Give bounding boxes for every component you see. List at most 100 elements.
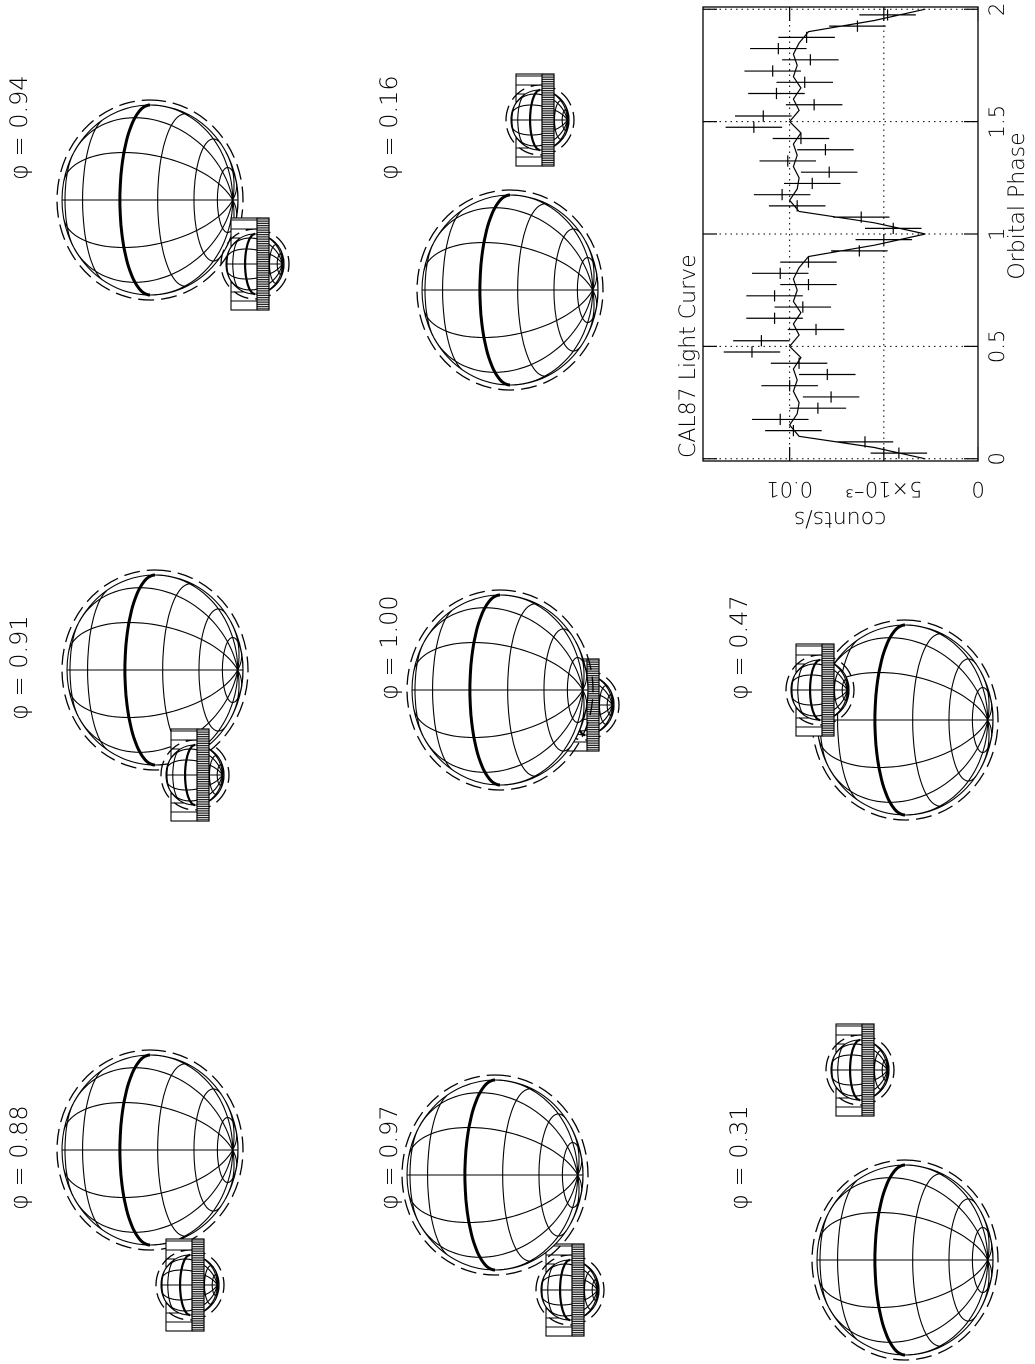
star-outline bbox=[160, 1254, 220, 1316]
x-tick-label: 2 bbox=[985, 3, 1009, 16]
star-meridian bbox=[511, 104, 568, 121]
star-meridian bbox=[73, 117, 234, 201]
star-latitude bbox=[432, 610, 453, 770]
star-latitude bbox=[543, 628, 572, 752]
landscape-figure: φ = 0.88 φ = 0.91 φ = 0.94 φ = 0.97 φ = 1.00… bbox=[5, 3, 1030, 1361]
star-equator bbox=[809, 658, 820, 722]
star-outline bbox=[830, 1039, 890, 1101]
star-outline bbox=[165, 744, 225, 806]
star-outline bbox=[406, 1079, 584, 1271]
star-meridian bbox=[831, 1069, 888, 1086]
data-point bbox=[859, 9, 916, 21]
phase-label: φ = 1.00 bbox=[375, 595, 403, 700]
star-latitude bbox=[87, 590, 108, 750]
star-meridian bbox=[73, 199, 234, 283]
star-meridian bbox=[541, 1289, 598, 1306]
star-meridian bbox=[541, 1274, 598, 1291]
data-point bbox=[799, 368, 856, 381]
disk-rim bbox=[541, 73, 555, 167]
data-point bbox=[733, 335, 790, 347]
star-latitude bbox=[517, 203, 550, 377]
star-meridian bbox=[511, 119, 568, 136]
star-equator bbox=[184, 743, 195, 807]
star-meridian bbox=[63, 1149, 234, 1199]
data-point bbox=[797, 144, 854, 156]
star-meridian bbox=[423, 607, 584, 691]
data-point bbox=[802, 391, 860, 403]
star-meridian bbox=[828, 1259, 989, 1343]
star-outline bbox=[421, 194, 599, 386]
star-latitude bbox=[82, 120, 103, 280]
star-latitude bbox=[198, 608, 227, 732]
data-point bbox=[774, 301, 832, 313]
star-outline bbox=[61, 1054, 239, 1246]
star-meridian bbox=[818, 1211, 989, 1261]
star-limb bbox=[220, 228, 290, 300]
star-outline bbox=[66, 574, 244, 766]
data-point bbox=[748, 87, 805, 100]
star-meridian bbox=[63, 1101, 234, 1151]
star-limb bbox=[61, 569, 249, 771]
data-point bbox=[765, 425, 822, 437]
star-limb bbox=[505, 84, 575, 156]
phase-label: φ = 0.16 bbox=[375, 75, 403, 180]
star-limb bbox=[811, 1159, 999, 1361]
star-equator bbox=[463, 1078, 496, 1272]
star-limb bbox=[155, 1249, 225, 1321]
star-latitude bbox=[442, 210, 463, 370]
x-tick-label: 0 bbox=[985, 452, 1009, 465]
star-meridian bbox=[73, 1149, 234, 1233]
data-point bbox=[750, 42, 807, 55]
star-meridian bbox=[831, 1054, 888, 1071]
star-latitude bbox=[193, 1088, 222, 1212]
star-latitude bbox=[912, 1173, 945, 1347]
x-tick-label: 0.5 bbox=[985, 330, 1009, 363]
star-latitude bbox=[948, 1198, 977, 1322]
star-meridian bbox=[418, 1174, 579, 1258]
star-meridian bbox=[226, 248, 283, 265]
y-tick-label: 5×10⁻³ bbox=[845, 477, 922, 501]
phase-label: φ = 0.94 bbox=[5, 75, 33, 180]
star-equator bbox=[559, 1258, 570, 1322]
star-latitude bbox=[912, 633, 945, 807]
star-latitude bbox=[502, 1088, 535, 1262]
star-meridian bbox=[818, 719, 989, 769]
disk-rim bbox=[861, 1023, 875, 1117]
disk-rim bbox=[256, 217, 270, 311]
data-point bbox=[800, 166, 858, 178]
x-tick-label: 1.5 bbox=[985, 105, 1009, 138]
data-point bbox=[783, 177, 841, 190]
star-meridian bbox=[63, 199, 234, 249]
star-limb bbox=[825, 1034, 895, 1106]
data-point bbox=[789, 402, 847, 414]
star-meridian bbox=[408, 1174, 579, 1224]
data-point bbox=[723, 346, 781, 358]
y-tick-label: 0 bbox=[971, 477, 984, 501]
star-outline bbox=[540, 1259, 600, 1321]
star-meridian bbox=[828, 637, 989, 721]
data-point bbox=[751, 413, 809, 426]
model-curve bbox=[788, 8, 926, 460]
data-point bbox=[746, 290, 803, 302]
star-equator bbox=[179, 1253, 190, 1317]
star-meridian bbox=[423, 689, 584, 773]
disk-rim bbox=[196, 728, 210, 822]
star-meridian bbox=[68, 621, 239, 671]
star-latitude bbox=[157, 113, 190, 287]
star-limb bbox=[56, 1049, 244, 1251]
data-point bbox=[772, 132, 830, 145]
star-equator bbox=[468, 593, 501, 787]
data-point bbox=[746, 312, 803, 324]
y-axis-label: counts/s bbox=[794, 506, 886, 531]
star-meridian bbox=[791, 674, 848, 691]
star-equator bbox=[873, 623, 906, 817]
star-meridian bbox=[828, 719, 989, 803]
star-equator bbox=[118, 1053, 151, 1247]
data-point bbox=[759, 155, 817, 167]
data-point bbox=[761, 380, 818, 392]
x-tick-label: 1 bbox=[985, 227, 1009, 240]
binary-panel: φ = 0.97 bbox=[375, 1074, 605, 1337]
star-equator bbox=[529, 88, 540, 152]
data-point bbox=[744, 65, 801, 77]
